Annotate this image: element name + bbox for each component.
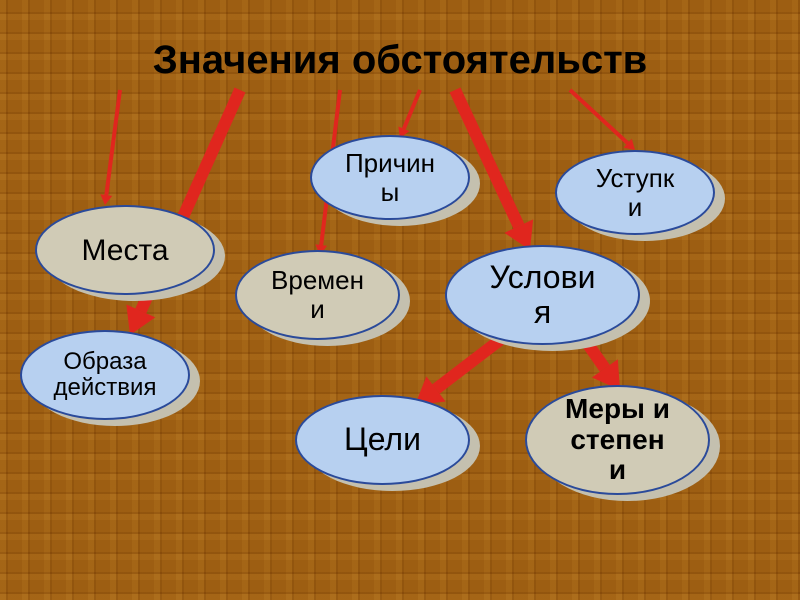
arrow-head-0 (100, 194, 112, 205)
arrow-shaft-5 (570, 90, 628, 143)
node-vremeni: Времен и (235, 250, 400, 340)
node-label-ustupki: Уступк и (596, 164, 674, 221)
node-mesta: Места (35, 205, 215, 295)
node-ustupki: Уступк и (555, 150, 715, 235)
node-celi: Цели (295, 395, 470, 485)
diagram-canvas: Значения обстоятельств Причин ы Уступк и М… (0, 0, 800, 600)
node-prichiny: Причин ы (310, 135, 470, 220)
node-usloviya: Услови я (445, 245, 640, 345)
node-label-prichiny: Причин ы (345, 149, 435, 206)
arrow-shaft-6 (436, 340, 500, 389)
node-label-mery: Меры и степен и (565, 394, 670, 486)
node-label-usloviya: Услови я (490, 260, 596, 330)
node-label-mesta: Места (81, 234, 168, 267)
arrow-head-1 (126, 304, 155, 335)
arrow-head-5 (624, 139, 635, 150)
node-label-obraza: Образа действия (54, 349, 157, 402)
arrow-shaft-3 (404, 90, 420, 129)
diagram-title: Значения обстоятельств (0, 38, 800, 83)
node-obraza: Образа действия (20, 330, 190, 420)
node-label-vremeni: Времен и (271, 266, 364, 323)
arrow-shaft-0 (106, 90, 120, 195)
node-mery: Меры и степен и (525, 385, 710, 495)
node-label-celi: Цели (344, 422, 421, 457)
